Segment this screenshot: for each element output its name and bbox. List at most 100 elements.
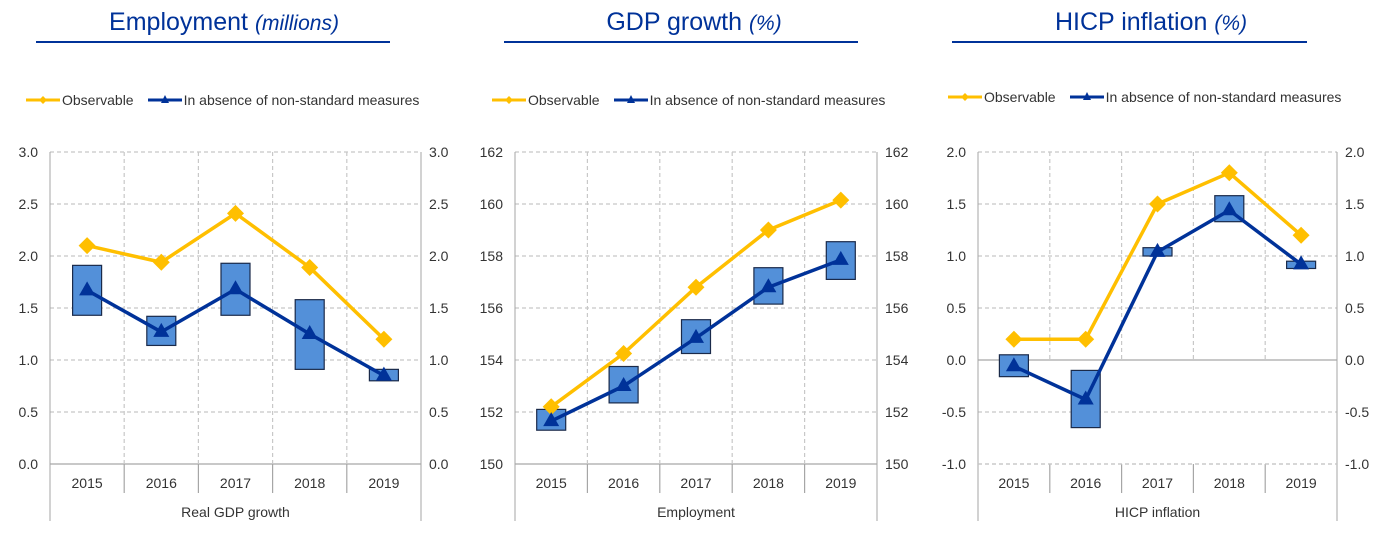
data-point-observable (687, 278, 705, 296)
x-axis-label: HICP inflation (1115, 504, 1200, 520)
data-point-counterfactual (153, 322, 170, 337)
data-point-observable (759, 221, 777, 239)
chart-title: GDP growth (%) (462, 8, 926, 37)
chart-title-unit: (millions) (254, 12, 339, 35)
data-point-observable (1077, 330, 1095, 348)
chart-title-unit: (%) (1214, 12, 1248, 35)
x-tick-label: 2016 (608, 475, 639, 491)
title-rule (952, 41, 1307, 43)
title-rule (36, 41, 390, 43)
data-point-observable (832, 191, 850, 209)
legend-label-observable: Observable (528, 92, 600, 108)
data-point-observable (78, 237, 96, 255)
chart-plot-hicp-inflation: -1.0 -1.0 -0.5 -0.5 0.0 0.0 0.5 0.5 1.0 1.0 1.5 1.5… (942, 144, 1369, 521)
y-tick-label-right: 2.5 (429, 196, 449, 212)
x-axis-label: Real GDP growth (181, 504, 290, 520)
chart-title-unit: (%) (749, 12, 782, 35)
data-point-counterfactual (227, 280, 244, 295)
chart-title: HICP inflation (%) (918, 8, 1384, 37)
data-point-observable (375, 330, 393, 348)
range-box (294, 299, 325, 370)
y-tick-label-left: 0.5 (947, 300, 967, 316)
title-rule (504, 41, 858, 43)
legend-label-counterfactual: In absence of non-standard measures (183, 92, 420, 108)
legend-label-observable: Observable (62, 92, 134, 108)
x-tick-label: 2017 (220, 475, 251, 491)
chart-title-text: HICP inflation (1054, 8, 1208, 36)
data-point-counterfactual (688, 328, 704, 343)
legend-item-counterfactual: In absence of non-standard measures (613, 92, 886, 108)
triangle-line-icon (613, 95, 648, 103)
diamond-line-icon (26, 96, 60, 104)
chart-panel-employment: Employment (millions) Observable In abse… (0, 0, 464, 541)
y-tick-label-right: 152 (885, 404, 909, 420)
x-tick-label: 2018 (753, 475, 784, 491)
y-tick-label-left: 2.0 (947, 144, 967, 160)
chart-panel-gdp-growth: GDP growth (%) Observable In absence of … (464, 0, 928, 541)
y-tick-label-left: 1.0 (947, 248, 967, 264)
data-point-observable (1149, 195, 1166, 213)
chart-title: Employment (millions) (0, 8, 456, 37)
y-tick-label-right: 0.5 (429, 404, 449, 420)
chart-plot-employment: 0.0 0.0 0.5 0.5 1.0 1.0 1.5 1.5 2.0 2.0 2.5 2.5 3.0 3… (19, 144, 449, 521)
x-axis-label: Employment (657, 504, 735, 520)
data-point-counterfactual (543, 412, 560, 427)
legend: Observable In absence of non-standard me… (492, 92, 899, 108)
legend: Observable In absence of non-standard me… (26, 92, 433, 108)
y-tick-label-left: 1.0 (19, 352, 39, 368)
y-tick-label-left: 152 (480, 404, 504, 420)
x-tick-label: 2019 (825, 475, 856, 491)
y-tick-label-left: 160 (480, 196, 504, 212)
y-tick-label-right: 0.0 (429, 456, 449, 472)
legend-item-counterfactual: In absence of non-standard measures (147, 92, 420, 108)
y-tick-label-left: 2.5 (19, 196, 39, 212)
legend: Observable In absence of non-standard me… (948, 89, 1355, 105)
y-tick-label-right: 162 (885, 144, 909, 160)
legend-item-observable: Observable (492, 92, 600, 108)
y-tick-label-left: -0.5 (942, 404, 966, 420)
data-point-observable (615, 345, 633, 362)
y-tick-label-right: 1.5 (1345, 196, 1365, 212)
data-point-observable (1220, 164, 1238, 182)
data-point-counterfactual (1077, 390, 1094, 405)
data-point-counterfactual (1005, 357, 1022, 372)
chart-plot-gdp-growth: 150 150 152 152 154 154 156 156 158 158 160 160 162 1… (480, 144, 909, 521)
y-tick-label-left: 156 (480, 300, 504, 316)
data-point-counterfactual (1293, 255, 1310, 270)
y-tick-label-right: 1.5 (429, 300, 449, 316)
y-tick-label-right: 156 (885, 300, 909, 316)
y-tick-label-right: 1.0 (1345, 248, 1365, 264)
y-tick-label-right: 154 (885, 352, 909, 368)
y-tick-label-left: 1.5 (947, 196, 967, 212)
y-tick-label-right: 158 (885, 248, 909, 264)
series-line-counterfactual (1013, 208, 1303, 402)
legend-label-counterfactual: In absence of non-standard measures (1105, 89, 1342, 105)
y-tick-label-left: 0.0 (947, 352, 967, 368)
y-tick-label-left: 1.5 (19, 300, 39, 316)
y-tick-label-left: 158 (480, 248, 504, 264)
chart-title-text: GDP growth (606, 8, 743, 36)
x-tick-label: 2016 (1070, 475, 1101, 491)
y-tick-label-right: -1.0 (1345, 456, 1369, 472)
data-point-counterfactual (1221, 201, 1238, 216)
y-tick-label-left: -1.0 (942, 456, 966, 472)
legend-label-observable: Observable (984, 89, 1056, 105)
data-point-observable (542, 398, 560, 416)
data-point-counterfactual (832, 250, 849, 265)
y-tick-label-left: 0.5 (19, 404, 39, 420)
y-tick-label-left: 162 (480, 144, 504, 160)
data-point-counterfactual (760, 278, 777, 293)
y-tick-label-right: 3.0 (429, 144, 449, 160)
diamond-line-icon (492, 96, 526, 104)
y-tick-label-right: 150 (885, 456, 909, 472)
data-point-counterfactual (1149, 242, 1166, 257)
series-line-observable (550, 198, 842, 409)
x-tick-label: 2019 (1286, 475, 1317, 491)
legend-item-counterfactual: In absence of non-standard measures (1069, 89, 1342, 105)
legend-label-counterfactual: In absence of non-standard measures (649, 92, 886, 108)
chart-title-text: Employment (109, 8, 248, 36)
data-point-observable (1005, 330, 1023, 348)
x-tick-label: 2016 (146, 475, 177, 491)
y-tick-label-left: 150 (480, 456, 504, 472)
data-point-counterfactual (79, 281, 96, 296)
